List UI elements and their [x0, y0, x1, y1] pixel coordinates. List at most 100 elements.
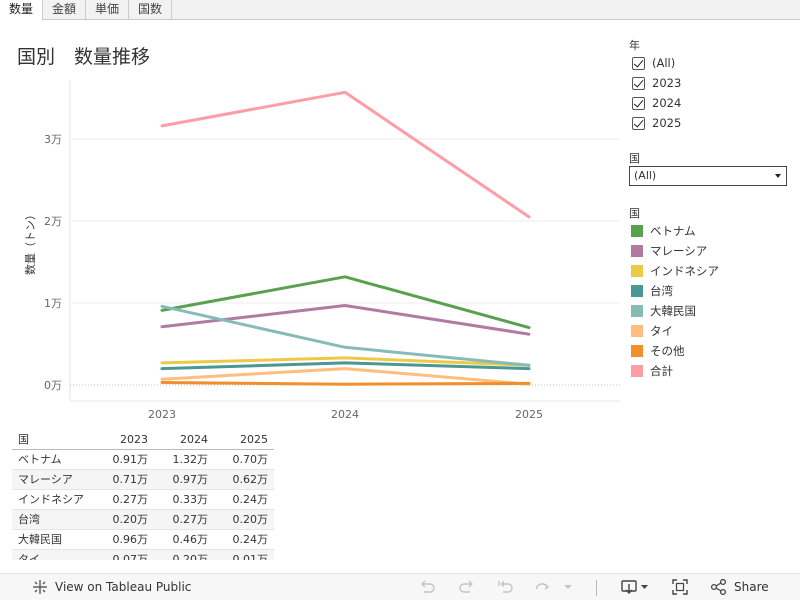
tab-unit-price[interactable]: 単価 — [86, 0, 130, 20]
checkbox-icon[interactable] — [632, 116, 645, 130]
legend-label: インドネシア — [650, 264, 719, 278]
legend-label: 合計 — [650, 364, 673, 378]
table-cell: 0.24万 — [232, 493, 269, 506]
legend-label: マレーシア — [650, 244, 708, 258]
country-filter-title: 国 — [629, 152, 640, 165]
legend-item[interactable]: マレーシア — [631, 242, 707, 260]
legend-item[interactable]: インドネシア — [631, 262, 719, 280]
revert-icon[interactable] — [496, 578, 514, 596]
legend-swatch — [631, 265, 643, 277]
table-header-row: 国 2023 2024 2025 — [12, 430, 274, 450]
table-cell: 0.24万 — [232, 533, 269, 546]
table-header-cell: 国 — [18, 433, 29, 446]
table-header-cell: 2024 — [180, 433, 208, 446]
country-select[interactable]: (All) — [629, 166, 787, 186]
table-cell: 0.07万 — [112, 553, 149, 560]
year-option-label: 2024 — [652, 96, 682, 110]
legend-item[interactable]: 合計 — [631, 362, 673, 380]
checkbox-icon[interactable] — [632, 56, 645, 70]
chevron-down-icon[interactable] — [562, 578, 574, 596]
fullscreen-icon[interactable] — [671, 578, 689, 596]
refresh-icon[interactable] — [534, 578, 552, 596]
legend-title: 国 — [629, 207, 640, 220]
table-cell: インドネシア — [18, 493, 84, 506]
legend-item[interactable]: タイ — [631, 322, 673, 340]
table-row: 大韓民国 0.96万 0.46万 0.24万 — [12, 530, 274, 550]
table-cell: 0.27万 — [112, 493, 149, 506]
table-cell: 0.20万 — [112, 513, 149, 526]
series-line[interactable] — [160, 275, 531, 330]
table-cell: 0.62万 — [232, 473, 269, 486]
table-cell: タイ — [18, 553, 40, 560]
redo-icon[interactable] — [457, 578, 475, 596]
legend-label: タイ — [650, 324, 673, 338]
year-option-all[interactable]: (All) — [632, 54, 675, 72]
table-row: マレーシア 0.71万 0.97万 0.62万 — [12, 470, 274, 490]
legend-label: ベトナム — [650, 224, 696, 238]
y-tick-label: 2万 — [44, 215, 62, 228]
table-cell: 0.46万 — [172, 533, 209, 546]
data-table: 国 2023 2024 2025 ベトナム 0.91万 1.32万 0.70万 マレーシ… — [12, 430, 274, 560]
legend-swatch — [631, 245, 643, 257]
tab-amount[interactable]: 金額 — [43, 0, 87, 20]
year-option-2024[interactable]: 2024 — [632, 94, 681, 112]
table-cell: 0.20万 — [172, 553, 209, 560]
tab-quantity[interactable]: 数量 — [0, 0, 44, 21]
legend-item[interactable]: ベトナム — [631, 222, 696, 240]
undo-icon[interactable] — [419, 578, 437, 596]
legend-swatch — [631, 365, 643, 377]
table-cell: 0.96万 — [112, 533, 149, 546]
legend-swatch — [631, 305, 643, 317]
checkbox-icon[interactable] — [632, 96, 645, 110]
legend-swatch — [631, 285, 643, 297]
y-tick-label: 3万 — [44, 133, 62, 146]
table-cell: 0.20万 — [232, 513, 269, 526]
legend-label: 台湾 — [650, 284, 673, 298]
series-line[interactable] — [160, 90, 531, 219]
table-row: タイ 0.07万 0.20万 0.01万 — [12, 550, 274, 560]
series-line[interactable] — [160, 381, 531, 386]
year-option-2023[interactable]: 2023 — [632, 74, 681, 92]
year-option-label: 2023 — [652, 76, 682, 90]
year-option-2025[interactable]: 2025 — [632, 114, 681, 132]
table-cell: 0.70万 — [232, 453, 269, 466]
toolbar-divider — [596, 580, 597, 596]
series-line[interactable] — [160, 361, 531, 371]
share-icon — [710, 579, 727, 595]
download-icon[interactable] — [620, 578, 650, 596]
legend-label: 大韓民国 — [650, 304, 696, 318]
table-cell: 0.27万 — [172, 513, 209, 526]
table-cell: 0.97万 — [172, 473, 209, 486]
series-line[interactable] — [160, 304, 531, 367]
table-header-cell: 2025 — [240, 433, 268, 446]
year-option-label: 2025 — [652, 116, 682, 130]
table-row: 台湾 0.20万 0.27万 0.20万 — [12, 510, 274, 530]
tab-country-count[interactable]: 国数 — [129, 0, 173, 20]
table-cell: 台湾 — [18, 513, 40, 526]
legend-item[interactable]: その他 — [631, 342, 685, 360]
table-cell: 1.32万 — [172, 453, 209, 466]
view-on-tableau-public-label: View on Tableau Public — [55, 580, 192, 594]
share-button[interactable]: Share — [710, 579, 769, 595]
country-select-value: (All) — [634, 169, 657, 182]
tableau-toolbar: View on Tableau Public S — [0, 573, 800, 600]
year-filter-title: 年 — [629, 39, 640, 52]
x-tick-label: 2024 — [331, 408, 359, 420]
legend-label: その他 — [650, 344, 685, 358]
series-line[interactable] — [160, 367, 531, 386]
series-line[interactable] — [160, 356, 531, 367]
year-option-label: (All) — [652, 56, 676, 70]
legend-swatch — [631, 345, 643, 357]
checkbox-icon[interactable] — [632, 76, 645, 90]
table-cell: 0.01万 — [232, 553, 269, 560]
legend-item[interactable]: 台湾 — [631, 282, 673, 300]
legend-swatch — [631, 325, 643, 337]
table-row: ベトナム 0.91万 1.32万 0.70万 — [12, 450, 274, 470]
view-on-tableau-public-link[interactable]: View on Tableau Public — [32, 579, 191, 595]
y-tick-label: 1万 — [44, 297, 62, 310]
table-cell: 大韓民国 — [18, 533, 62, 546]
sheet-tabs: 数量 金額 単価 国数 — [0, 0, 800, 21]
x-tick-label: 2025 — [515, 408, 543, 420]
table-row: インドネシア 0.27万 0.33万 0.24万 — [12, 490, 274, 510]
legend-item[interactable]: 大韓民国 — [631, 302, 696, 320]
